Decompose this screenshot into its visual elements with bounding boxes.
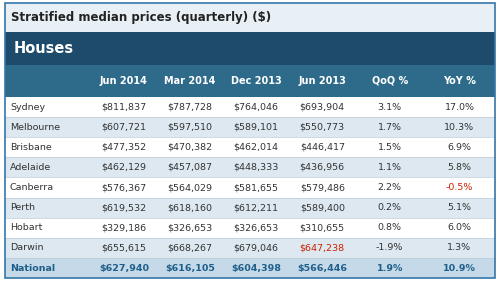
Text: Perth: Perth: [10, 203, 35, 212]
Text: Stratified median prices (quarterly) ($): Stratified median prices (quarterly) ($): [11, 11, 271, 24]
Bar: [5, 65, 495, 97]
Text: 5.8%: 5.8%: [448, 163, 471, 172]
Text: $607,721: $607,721: [102, 123, 146, 132]
Text: Jun 2014: Jun 2014: [100, 76, 148, 86]
Text: 5.1%: 5.1%: [448, 203, 471, 212]
Text: 0.8%: 0.8%: [378, 223, 402, 232]
Text: $566,446: $566,446: [298, 264, 348, 273]
Text: Melbourne: Melbourne: [10, 123, 60, 132]
Text: $581,655: $581,655: [234, 183, 278, 192]
Text: 0.2%: 0.2%: [378, 203, 402, 212]
Text: 1.7%: 1.7%: [378, 123, 402, 132]
Text: $470,382: $470,382: [168, 143, 212, 152]
Text: $597,510: $597,510: [168, 123, 212, 132]
Text: $647,238: $647,238: [300, 243, 345, 253]
Text: Darwin: Darwin: [10, 243, 43, 253]
Text: $448,333: $448,333: [234, 163, 279, 172]
Text: $679,046: $679,046: [234, 243, 278, 253]
Text: QoQ %: QoQ %: [372, 76, 408, 86]
Text: 3.1%: 3.1%: [378, 103, 402, 112]
Text: 10.3%: 10.3%: [444, 123, 474, 132]
Bar: [5, 198, 495, 218]
Text: $589,400: $589,400: [300, 203, 345, 212]
Text: 1.1%: 1.1%: [378, 163, 402, 172]
Text: $764,046: $764,046: [234, 103, 278, 112]
Text: $462,129: $462,129: [102, 163, 146, 172]
Text: 6.0%: 6.0%: [448, 223, 471, 232]
Text: $446,417: $446,417: [300, 143, 345, 152]
Text: $326,653: $326,653: [168, 223, 212, 232]
Text: $616,105: $616,105: [165, 264, 215, 273]
Text: 17.0%: 17.0%: [444, 103, 474, 112]
Text: 2.2%: 2.2%: [378, 183, 402, 192]
Text: $619,532: $619,532: [102, 203, 146, 212]
Text: -1.9%: -1.9%: [376, 243, 404, 253]
Bar: [5, 178, 495, 198]
Text: Dec 2013: Dec 2013: [231, 76, 281, 86]
Text: $457,087: $457,087: [168, 163, 212, 172]
Bar: [5, 157, 495, 178]
Text: $477,352: $477,352: [102, 143, 146, 152]
Text: $811,837: $811,837: [102, 103, 146, 112]
Text: $436,956: $436,956: [300, 163, 345, 172]
Text: -0.5%: -0.5%: [446, 183, 473, 192]
Text: $655,615: $655,615: [102, 243, 146, 253]
Text: $462,014: $462,014: [234, 143, 278, 152]
Text: $604,398: $604,398: [231, 264, 281, 273]
Text: $612,211: $612,211: [234, 203, 278, 212]
Text: 1.5%: 1.5%: [378, 143, 402, 152]
Text: $550,773: $550,773: [300, 123, 345, 132]
Text: Hobart: Hobart: [10, 223, 42, 232]
Text: Brisbane: Brisbane: [10, 143, 52, 152]
Bar: [5, 32, 495, 65]
Text: $627,940: $627,940: [99, 264, 149, 273]
Text: Mar 2014: Mar 2014: [164, 76, 216, 86]
Text: $564,029: $564,029: [168, 183, 212, 192]
Text: Adelaide: Adelaide: [10, 163, 51, 172]
Text: $693,904: $693,904: [300, 103, 345, 112]
Text: $618,160: $618,160: [168, 203, 212, 212]
Text: 1.9%: 1.9%: [376, 264, 403, 273]
Text: $787,728: $787,728: [168, 103, 212, 112]
Text: National: National: [10, 264, 55, 273]
Text: Jun 2013: Jun 2013: [298, 76, 346, 86]
Text: YoY %: YoY %: [443, 76, 476, 86]
Text: $576,367: $576,367: [102, 183, 146, 192]
Text: 6.9%: 6.9%: [448, 143, 471, 152]
Text: $589,101: $589,101: [234, 123, 278, 132]
Text: 1.3%: 1.3%: [448, 243, 471, 253]
Text: $329,186: $329,186: [102, 223, 146, 232]
Text: $579,486: $579,486: [300, 183, 345, 192]
Text: Houses: Houses: [14, 41, 74, 56]
Bar: [5, 258, 495, 278]
Text: 10.9%: 10.9%: [443, 264, 476, 273]
Bar: [5, 97, 495, 117]
Text: $326,653: $326,653: [234, 223, 279, 232]
Bar: [5, 137, 495, 157]
Bar: [5, 218, 495, 238]
Bar: [5, 3, 495, 32]
Text: Canberra: Canberra: [10, 183, 54, 192]
Text: $310,655: $310,655: [300, 223, 345, 232]
Text: Sydney: Sydney: [10, 103, 45, 112]
Text: $668,267: $668,267: [168, 243, 212, 253]
Bar: [5, 238, 495, 258]
Bar: [5, 117, 495, 137]
